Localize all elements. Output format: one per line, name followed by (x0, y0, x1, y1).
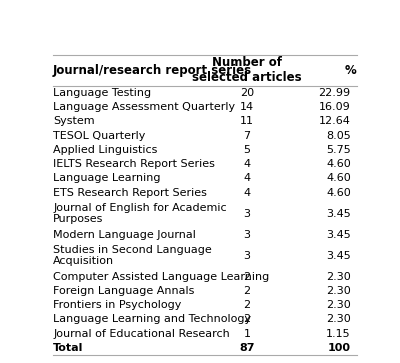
Text: TESOL Quarterly: TESOL Quarterly (53, 131, 146, 140)
Text: 4.60: 4.60 (326, 159, 351, 169)
Text: 5: 5 (243, 145, 250, 155)
Text: 3: 3 (243, 209, 250, 219)
Text: 87: 87 (239, 343, 254, 353)
Text: Journal/research report series: Journal/research report series (53, 64, 252, 77)
Text: 12.64: 12.64 (319, 117, 351, 126)
Text: Modern Language Journal: Modern Language Journal (53, 230, 196, 240)
Text: 2.30: 2.30 (326, 286, 351, 296)
Text: 16.09: 16.09 (319, 102, 351, 112)
Text: Language Testing: Language Testing (53, 88, 151, 98)
Text: Journal of Educational Research: Journal of Educational Research (53, 329, 230, 339)
Text: 22.99: 22.99 (318, 88, 351, 98)
Text: 3: 3 (243, 230, 250, 240)
Text: 2.30: 2.30 (326, 314, 351, 324)
Text: System: System (53, 117, 95, 126)
Text: 1: 1 (243, 329, 250, 339)
Text: 100: 100 (328, 343, 351, 353)
Text: Language Learning and Technology: Language Learning and Technology (53, 314, 251, 324)
Text: Applied Linguistics: Applied Linguistics (53, 145, 158, 155)
Text: Language Assessment Quarterly: Language Assessment Quarterly (53, 102, 235, 112)
Text: 8.05: 8.05 (326, 131, 351, 140)
Text: 2: 2 (243, 314, 250, 324)
Text: Studies in Second Language
Acquisition: Studies in Second Language Acquisition (53, 245, 212, 266)
Text: Frontiers in Psychology: Frontiers in Psychology (53, 300, 182, 310)
Text: 5.75: 5.75 (326, 145, 351, 155)
Text: 4.60: 4.60 (326, 188, 351, 198)
Text: 1.15: 1.15 (326, 329, 351, 339)
Text: 4: 4 (243, 159, 250, 169)
Text: Language Learning: Language Learning (53, 174, 160, 183)
Text: 11: 11 (240, 117, 254, 126)
Text: 14: 14 (240, 102, 254, 112)
Text: 4: 4 (243, 188, 250, 198)
Text: Computer Assisted Language Learning: Computer Assisted Language Learning (53, 272, 269, 282)
Text: 3: 3 (243, 250, 250, 261)
Text: 2: 2 (243, 286, 250, 296)
Text: 3.45: 3.45 (326, 230, 351, 240)
Text: Number of
selected articles: Number of selected articles (192, 56, 302, 84)
Text: Total: Total (53, 343, 84, 353)
Text: %: % (345, 64, 356, 77)
Text: 2.30: 2.30 (326, 300, 351, 310)
Text: 3.45: 3.45 (326, 209, 351, 219)
Text: 7: 7 (243, 131, 250, 140)
Text: 2.30: 2.30 (326, 272, 351, 282)
Text: 2: 2 (243, 272, 250, 282)
Text: 4: 4 (243, 174, 250, 183)
Text: Foreign Language Annals: Foreign Language Annals (53, 286, 194, 296)
Text: Journal of English for Academic
Purposes: Journal of English for Academic Purposes (53, 203, 227, 224)
Text: 4.60: 4.60 (326, 174, 351, 183)
Text: IELTS Research Report Series: IELTS Research Report Series (53, 159, 215, 169)
Text: ETS Research Report Series: ETS Research Report Series (53, 188, 207, 198)
Text: 20: 20 (240, 88, 254, 98)
Text: 3.45: 3.45 (326, 250, 351, 261)
Text: 2: 2 (243, 300, 250, 310)
